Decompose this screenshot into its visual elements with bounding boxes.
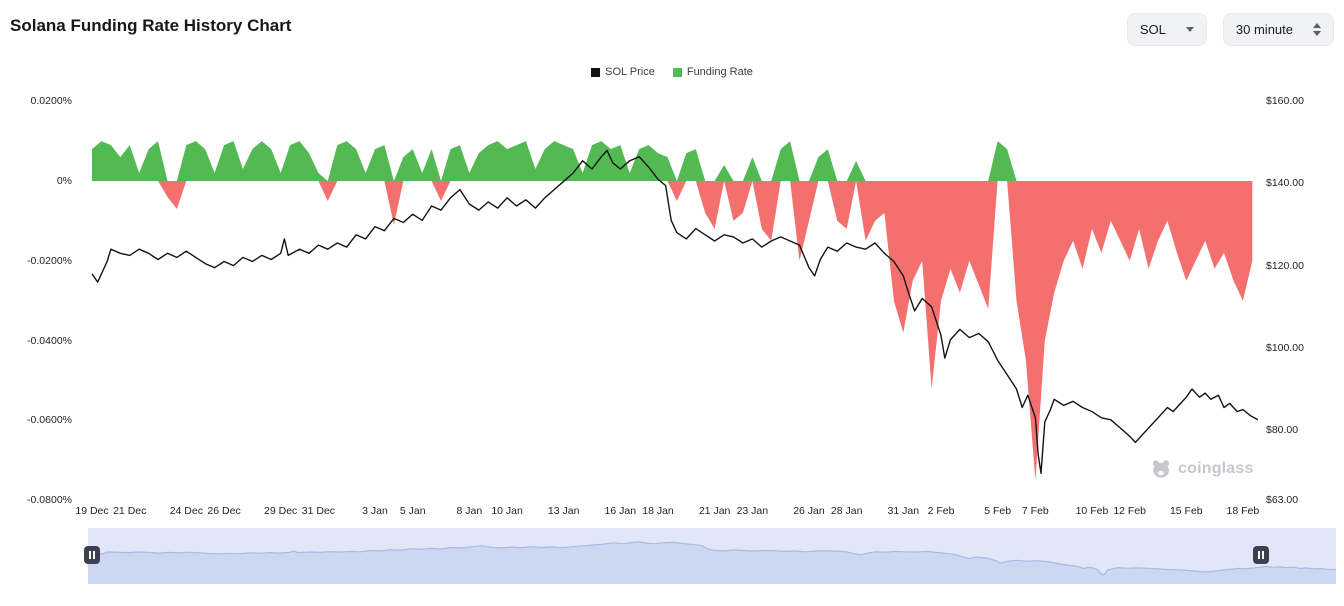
funding-axis-tick: -0.0800% bbox=[27, 494, 72, 507]
date-axis-tick: 2 Feb bbox=[927, 505, 955, 517]
legend-label-sol-price: SOL Price bbox=[605, 66, 655, 78]
chart-legend: SOL Price Funding Rate bbox=[0, 66, 1344, 78]
date-axis-tick: 10 Feb bbox=[1075, 505, 1109, 517]
price-axis-tick: $80.00 bbox=[1266, 424, 1299, 437]
date-axis-tick: 15 Feb bbox=[1169, 505, 1203, 517]
legend-swatch-sol-price bbox=[591, 67, 601, 77]
date-axis-tick: 3 Jan bbox=[362, 505, 388, 517]
date-axis-tick: 26 Jan bbox=[793, 505, 825, 517]
date-axis-tick: 18 Feb bbox=[1226, 505, 1260, 517]
page-title: Solana Funding Rate History Chart bbox=[10, 16, 292, 35]
navigator-line bbox=[87, 541, 1337, 576]
chart-controls: SOL 30 minute bbox=[1126, 13, 1334, 46]
interval-stepper bbox=[1313, 23, 1321, 36]
legend-swatch-funding-rate bbox=[672, 67, 682, 77]
funding-axis-tick: -0.0200% bbox=[27, 254, 72, 267]
date-axis-tick: 24 Dec bbox=[169, 505, 203, 517]
date-axis-tick: 12 Feb bbox=[1113, 505, 1147, 517]
coinglass-watermark-text: coinglass bbox=[1178, 460, 1254, 477]
coinglass-watermark: coinglass bbox=[1150, 458, 1254, 480]
date-axis-tick: 5 Feb bbox=[984, 505, 1012, 517]
date-axis-tick: 13 Jan bbox=[547, 505, 580, 517]
interval-select-value: 30 minute bbox=[1235, 22, 1293, 37]
date-axis-tick: 28 Jan bbox=[830, 505, 863, 517]
legend-label-funding-rate: Funding Rate bbox=[686, 66, 753, 78]
funding-negative-area bbox=[92, 181, 1253, 481]
price-axis: $160.00 $140.00 $120.00 $100.00 $80.00 $63.00 bbox=[1262, 0, 1344, 520]
date-axis-tick: 29 Dec bbox=[264, 505, 298, 517]
price-axis-tick: $160.00 bbox=[1266, 95, 1304, 108]
symbol-select-value: SOL bbox=[1139, 22, 1166, 37]
funding-axis-tick: 0.0200% bbox=[30, 95, 72, 108]
navigator-left-handle[interactable] bbox=[84, 546, 100, 564]
date-axis-tick: 7 Feb bbox=[1021, 505, 1049, 517]
date-axis-tick: 23 Jan bbox=[736, 505, 769, 517]
date-axis-tick: 31 Jan bbox=[887, 505, 920, 517]
navigator-area bbox=[88, 541, 1336, 584]
date-axis-tick: 21 Dec bbox=[113, 505, 147, 517]
legend-item-funding-rate[interactable]: Funding Rate bbox=[672, 66, 753, 78]
date-axis-tick: 26 Dec bbox=[207, 505, 241, 517]
range-navigator[interactable] bbox=[87, 528, 1337, 584]
navigator-right-handle[interactable] bbox=[1253, 546, 1269, 564]
date-axis-tick: 16 Jan bbox=[604, 505, 637, 517]
date-axis-tick: 8 Jan bbox=[456, 505, 483, 517]
funding-positive-area bbox=[92, 141, 1253, 181]
price-axis-tick: $140.00 bbox=[1266, 177, 1304, 190]
price-axis-tick: $100.00 bbox=[1266, 341, 1304, 354]
interval-select[interactable]: 30 minute bbox=[1222, 13, 1334, 46]
funding-axis-tick: -0.0600% bbox=[27, 414, 72, 427]
date-axis-tick: 10 Jan bbox=[491, 505, 523, 517]
stepper-down-icon[interactable] bbox=[1313, 31, 1321, 36]
date-axis-tick: 18 Jan bbox=[642, 505, 674, 517]
price-line bbox=[91, 149, 1258, 474]
price-axis-tick: $120.00 bbox=[1266, 259, 1304, 272]
funding-axis: 0.0200% 0% -0.0200% -0.0400% -0.0600% -0.0800… bbox=[0, 0, 80, 520]
legend-item-sol-price[interactable]: SOL Price bbox=[591, 66, 655, 78]
symbol-select[interactable]: SOL bbox=[1126, 13, 1207, 46]
main-chart[interactable] bbox=[88, 95, 1258, 500]
coinglass-logo-icon bbox=[1152, 460, 1170, 478]
date-axis-tick: 5 Jan bbox=[399, 505, 426, 517]
stepper-up-icon[interactable] bbox=[1313, 23, 1321, 28]
date-axis: 19 Dec 21 Dec 24 Dec 26 Dec 29 Dec 31 Dec 3 Ja… bbox=[75, 505, 1259, 521]
funding-axis-tick: 0% bbox=[56, 175, 72, 187]
funding-axis-tick: -0.0400% bbox=[27, 334, 72, 347]
date-axis-tick: 21 Jan bbox=[698, 505, 731, 517]
date-axis-tick: 19 Dec bbox=[75, 505, 109, 517]
price-axis-tick: $63.00 bbox=[1266, 494, 1299, 506]
chevron-down-icon bbox=[1185, 27, 1194, 32]
date-axis-tick: 31 Dec bbox=[301, 505, 336, 517]
